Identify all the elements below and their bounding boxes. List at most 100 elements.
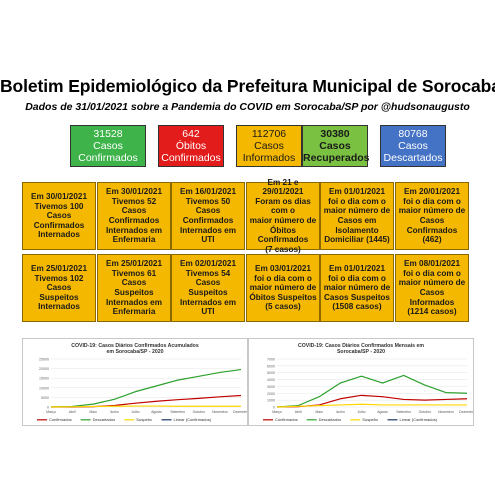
info-card-line: Internados em [106, 225, 162, 235]
x-tick-label: Novembro [438, 410, 454, 414]
info-card-line: Tivemos 50 Casos [185, 196, 231, 216]
info-card-line: Em 30/01/2021 [106, 187, 162, 197]
y-tick-label: 2000 [267, 392, 275, 396]
info-card-line: (5 casos) [265, 302, 301, 312]
y-tick-label: 7000 [267, 358, 275, 362]
info-card-line: Internados [38, 302, 80, 312]
info-card-text: Em 30/01/2021 Tivemos 52 Casos Confirmados… [100, 187, 168, 245]
info-card-line: Internados em UTI [180, 297, 236, 317]
info-card-line: Casos em [337, 216, 377, 225]
series-line [50, 405, 241, 408]
x-tick-label: Março [272, 410, 282, 414]
x-tick-label: Julho [357, 410, 365, 414]
x-tick-label: Outubro [193, 410, 205, 414]
legend-label: Descartados [93, 417, 115, 422]
info-card: Em 08/01/2021 foi o dia com o maior número… [395, 254, 469, 322]
info-card: Em 01/01/2021 foi o dia com o maior número… [320, 254, 394, 322]
y-tick-label: 6000 [267, 364, 275, 368]
x-tick-label: Maio [316, 410, 323, 414]
stat-discarded: 80768 Casos Descartados [380, 125, 446, 167]
info-card-line: Tivemos 102 Casos [34, 273, 84, 293]
x-tick-label: Dezembro [233, 410, 247, 414]
info-card-line: (7 casos) [265, 244, 301, 254]
chart-title: COVID-19: Casos Diários Confirmados Mens… [298, 343, 424, 349]
x-tick-label: Dezembro [459, 410, 473, 414]
info-card-line: Em 01/01/2021 [329, 264, 385, 274]
info-card-line: Em 20/01/2021 [404, 187, 460, 197]
info-card-text: Em 01/01/2021 foi o dia com o maior número… [324, 264, 390, 312]
info-card: Em 02/01/2021 Tivemos 54 Casos Suspeitos In… [171, 254, 245, 322]
legend-label: Descartados [319, 417, 341, 422]
info-card-line: Em 08/01/2021 [404, 259, 460, 269]
info-card-line: maior número de [398, 278, 466, 288]
chart-monthly-svg: COVID-19: Casos Diários Confirmados Mens… [263, 343, 475, 422]
info-card-line: Suspeitos [114, 288, 154, 297]
info-card-line: maior número de [249, 216, 317, 225]
stat-value: 80768 [398, 128, 428, 140]
info-card-text: Em 30/01/2021 Tivemos 100 Casos Confirmado… [25, 192, 93, 240]
info-card-line: foi o dia com o [328, 273, 386, 283]
x-tick-label: Março [46, 410, 56, 414]
x-tick-label: Novembro [212, 410, 228, 414]
info-card-line: Em 16/01/2021 [180, 187, 236, 197]
stat-label: Óbitos [175, 140, 207, 152]
info-card-text: Em 03/01/2021 foi o dia com o maior número… [249, 264, 316, 312]
info-card-line: Tivemos 100 Casos [34, 201, 84, 221]
info-card-line: Em 21 e 29/01/2021 [262, 177, 304, 197]
info-card-line: Casos Suspeitos [324, 292, 390, 302]
y-tick-label: 0 [47, 406, 49, 410]
y-tick-label: 5000 [41, 396, 49, 400]
info-card-line: Suspeitos [188, 288, 228, 297]
chart-title: COVID-19: Casos Diários Confirmados Acum… [71, 343, 199, 349]
legend-label: Linear (Confirmados) [400, 417, 438, 422]
x-tick-label: Abril [295, 410, 302, 414]
x-tick-label: Agosto [151, 410, 162, 414]
info-card-line: Confirmados [108, 216, 160, 225]
y-tick-label: 0 [273, 406, 275, 410]
stat-informed: 112706 Casos Informados [236, 125, 302, 167]
info-card-line: Em 03/01/2021 [254, 264, 311, 274]
info-card: Em 20/01/2021 foi o dia com o maior número… [395, 182, 469, 250]
y-tick-label: 5000 [267, 371, 275, 375]
stat-value: 31528 [93, 128, 123, 140]
info-card-line: Enfermaria [112, 307, 156, 317]
page-subtitle: Dados de 31/01/2021 sobre a Pandemia do … [25, 101, 470, 113]
info-card-line: Óbitos Suspeitos [249, 292, 317, 302]
x-tick-label: Maio [90, 410, 97, 414]
info-card: Em 01/01/2021 foi o dia com o maior número… [320, 182, 394, 250]
stat-value: 642 [182, 128, 200, 140]
info-card: Em 30/01/2021 Tivemos 100 Casos Confirmado… [22, 182, 96, 250]
info-card-line: (1214 casos) [407, 307, 457, 317]
legend-label: Suspeito [136, 417, 152, 422]
stat-label: Informados [242, 152, 296, 164]
stat-deaths: 642 Óbitos Confirmados [158, 125, 224, 167]
info-card-line: Em 30/01/2021 [31, 192, 87, 202]
info-card-line: maior número de [323, 206, 391, 216]
info-card-line: Tivemos 54 Casos [185, 268, 231, 288]
legend-label: Confirmados [49, 417, 72, 422]
info-card-text: Em 08/01/2021 foi o dia com o maior número… [398, 259, 466, 317]
series-line [50, 368, 242, 408]
info-card-line: Óbitos Confirmados [257, 225, 309, 245]
info-card-line: Em 25/01/2021 [31, 264, 87, 274]
x-tick-label: Setembro [170, 410, 185, 414]
x-tick-label: Julho [131, 410, 139, 414]
info-card-line: Internados em UTI [180, 225, 236, 245]
chart-accumulated-svg: COVID-19: Casos Diários Confirmados Acum… [37, 343, 249, 422]
info-card-line: Internados [38, 230, 80, 240]
info-card-line: Tivemos 61 Casos [111, 268, 157, 288]
info-card: Em 16/01/2021 Tivemos 50 Casos Confirmados… [171, 182, 245, 250]
x-tick-label: Agosto [377, 410, 388, 414]
info-card: Em 25/01/2021 Tivemos 61 Casos Suspeitos In… [97, 254, 171, 322]
info-card-text: Em 20/01/2021 foi o dia com o maior número… [398, 187, 466, 245]
info-card: Em 21 e 29/01/2021 Foram os dias com o mai… [246, 178, 320, 254]
x-tick-label: Setembro [396, 410, 411, 414]
info-card: Em 03/01/2021 foi o dia com o maior número… [246, 254, 320, 322]
info-card-line: Confirmados [33, 220, 85, 230]
y-tick-label: 10000 [39, 386, 49, 390]
legend-label: Suspeito [362, 417, 378, 422]
info-card-line: maior número de [323, 283, 391, 293]
stat-value: 112706 [251, 128, 287, 140]
info-card-line: foi o dia com o [403, 268, 461, 278]
info-card-line: Isolamento [335, 225, 379, 235]
